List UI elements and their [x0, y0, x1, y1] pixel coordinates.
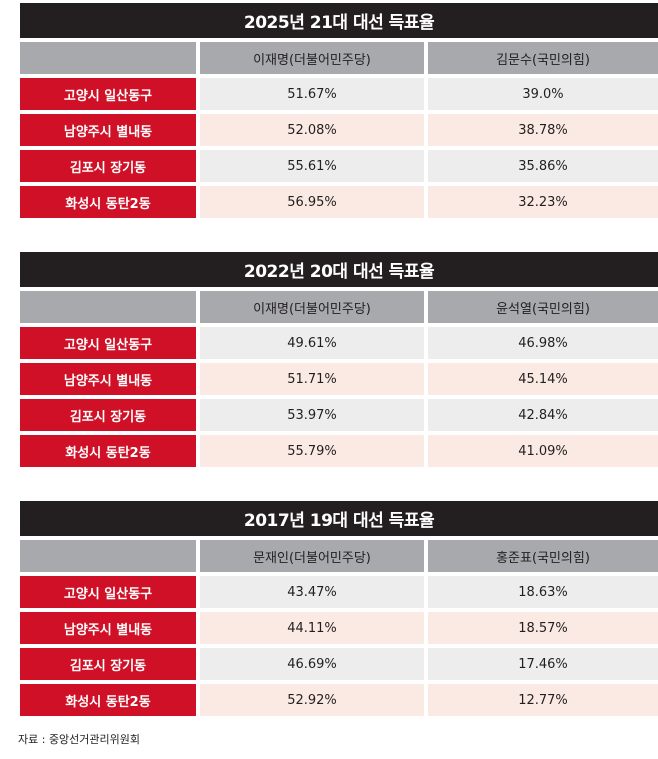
table-row: 남양주시 별내동 51.71% 45.14%: [20, 363, 658, 395]
vote-share-2: 45.14%: [428, 363, 658, 395]
table-row: 남양주시 별내동 44.11% 18.57%: [20, 612, 658, 644]
header-candidate-2: 윤석열(국민의힘): [428, 291, 658, 323]
district-label: 김포시 장기동: [20, 648, 196, 680]
vote-share-1: 55.79%: [200, 435, 424, 467]
vote-share-1: 51.71%: [200, 363, 424, 395]
table-row: 화성시 동탄2동 56.95% 32.23%: [20, 186, 658, 218]
district-label: 김포시 장기동: [20, 150, 196, 182]
header-candidate-2: 김문수(국민의힘): [428, 42, 658, 74]
district-label: 고양시 일산동구: [20, 78, 196, 110]
header-blank-cell: [20, 540, 196, 572]
vote-share-1: 52.92%: [200, 684, 424, 716]
table-header-row: 이재명(더불어민주당) 김문수(국민의힘): [20, 42, 658, 74]
vote-share-2: 35.86%: [428, 150, 658, 182]
table-row: 김포시 장기동 53.97% 42.84%: [20, 399, 658, 431]
vote-share-2: 38.78%: [428, 114, 658, 146]
vote-share-2: 12.77%: [428, 684, 658, 716]
district-label: 남양주시 별내동: [20, 114, 196, 146]
table-title: 2022년 20대 대선 득표율: [20, 252, 658, 287]
table-row: 화성시 동탄2동 52.92% 12.77%: [20, 684, 658, 716]
table-2022: 2022년 20대 대선 득표율 이재명(더불어민주당) 윤석열(국민의힘) 고…: [20, 252, 658, 467]
table-title: 2017년 19대 대선 득표율: [20, 501, 658, 536]
vote-share-2: 46.98%: [428, 327, 658, 359]
district-label: 고양시 일산동구: [20, 327, 196, 359]
header-candidate-1: 문재인(더불어민주당): [200, 540, 424, 572]
header-blank-cell: [20, 291, 196, 323]
vote-share-1: 53.97%: [200, 399, 424, 431]
vote-share-2: 18.63%: [428, 576, 658, 608]
table-header-row: 이재명(더불어민주당) 윤석열(국민의힘): [20, 291, 658, 323]
vote-share-2: 39.0%: [428, 78, 658, 110]
header-candidate-1: 이재명(더불어민주당): [200, 42, 424, 74]
table-2025: 2025년 21대 대선 득표율 이재명(더불어민주당) 김문수(국민의힘) 고…: [20, 3, 658, 218]
vote-share-1: 55.61%: [200, 150, 424, 182]
district-label: 고양시 일산동구: [20, 576, 196, 608]
district-label: 김포시 장기동: [20, 399, 196, 431]
table-title: 2025년 21대 대선 득표율: [20, 3, 658, 38]
table-row: 화성시 동탄2동 55.79% 41.09%: [20, 435, 658, 467]
vote-share-2: 18.57%: [428, 612, 658, 644]
vote-share-2: 41.09%: [428, 435, 658, 467]
vote-share-1: 51.67%: [200, 78, 424, 110]
vote-share-1: 52.08%: [200, 114, 424, 146]
vote-share-2: 17.46%: [428, 648, 658, 680]
header-candidate-1: 이재명(더불어민주당): [200, 291, 424, 323]
vote-share-2: 42.84%: [428, 399, 658, 431]
header-candidate-2: 홍준표(국민의힘): [428, 540, 658, 572]
vote-share-2: 32.23%: [428, 186, 658, 218]
table-row: 남양주시 별내동 52.08% 38.78%: [20, 114, 658, 146]
vote-share-1: 43.47%: [200, 576, 424, 608]
vote-share-1: 46.69%: [200, 648, 424, 680]
vote-share-1: 56.95%: [200, 186, 424, 218]
table-row: 김포시 장기동 55.61% 35.86%: [20, 150, 658, 182]
district-label: 화성시 동탄2동: [20, 435, 196, 467]
table-row: 김포시 장기동 46.69% 17.46%: [20, 648, 658, 680]
table-row: 고양시 일산동구 51.67% 39.0%: [20, 78, 658, 110]
table-2017: 2017년 19대 대선 득표율 문재인(더불어민주당) 홍준표(국민의힘) 고…: [20, 501, 658, 716]
table-header-row: 문재인(더불어민주당) 홍준표(국민의힘): [20, 540, 658, 572]
vote-share-1: 49.61%: [200, 327, 424, 359]
header-blank-cell: [20, 42, 196, 74]
table-row: 고양시 일산동구 43.47% 18.63%: [20, 576, 658, 608]
district-label: 화성시 동탄2동: [20, 186, 196, 218]
table-row: 고양시 일산동구 49.61% 46.98%: [20, 327, 658, 359]
district-label: 남양주시 별내동: [20, 612, 196, 644]
source-note: 자료 : 중앙선거관리위원회: [18, 733, 141, 746]
district-label: 남양주시 별내동: [20, 363, 196, 395]
district-label: 화성시 동탄2동: [20, 684, 196, 716]
vote-share-1: 44.11%: [200, 612, 424, 644]
